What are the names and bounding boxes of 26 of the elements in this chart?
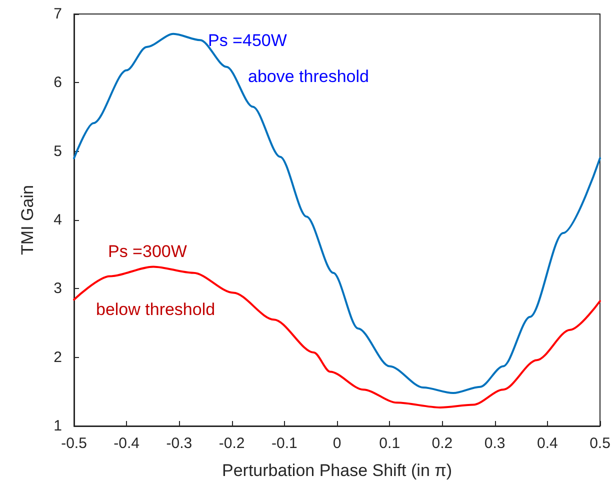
x-tick-label: -0.1 (271, 435, 298, 452)
x-tick-label: 0.1 (379, 435, 400, 452)
x-tick-label: 0.5 (590, 435, 610, 452)
x-tick-label: -0.5 (61, 435, 87, 452)
x-tick-label: -0.4 (114, 435, 140, 452)
series-label: Ps =300W (108, 242, 187, 261)
y-tick-label: 5 (54, 142, 62, 160)
annotation: above threshold (248, 67, 369, 86)
line-series (73, 266, 601, 408)
x-tick-label: -0.2 (218, 435, 245, 452)
y-tick-label: 1 (54, 418, 62, 434)
x-tick-label: 0.4 (536, 435, 558, 452)
y-tick-label: 4 (54, 212, 62, 228)
x-tick-label: 0.3 (484, 435, 506, 452)
y-tick-label: 6 (54, 74, 62, 92)
annotation: below threshold (96, 300, 216, 319)
x-axis-title: Perturbation Phase Shift (in π) (222, 461, 452, 480)
line-series (73, 32, 601, 394)
series-label: Ps =450W (208, 31, 287, 50)
y-tick-label: 2 (54, 348, 62, 366)
y-tick-label: 7 (54, 6, 62, 22)
y-tick-label: 3 (54, 280, 62, 298)
x-tick-label: 0 (332, 435, 342, 452)
x-tick-label: -0.3 (166, 435, 192, 452)
x-tick-label: 0.2 (432, 435, 453, 452)
y-axis-title: TMI Gain (18, 185, 37, 255)
